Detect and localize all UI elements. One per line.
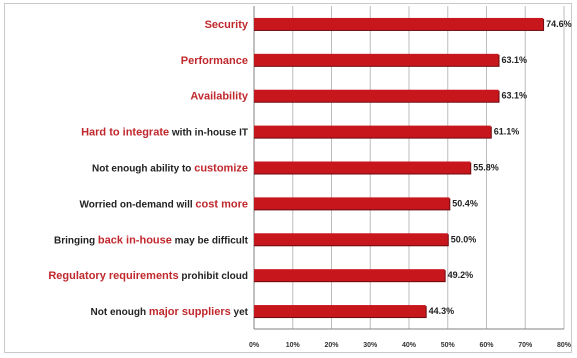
bar [254,233,448,246]
category-label-emphasis: major suppliers [149,306,231,318]
data-label: 50.4% [452,198,478,208]
x-tick-label: 50% [441,342,456,349]
bar [254,269,445,282]
category-label-part: prohibit cloud [179,271,248,282]
category-label: Security [205,19,249,31]
x-tick-label: 20% [324,342,339,349]
category-label: Performance [181,55,248,67]
data-label: 50.0% [451,234,477,244]
data-label: 55.8% [473,163,499,173]
category-label-part: with in-house IT [169,128,248,139]
category-label-emphasis: Availability [190,91,249,103]
category-label: Regulatory requirements prohibit cloud [48,270,248,282]
bar [254,197,450,210]
category-label-emphasis: Security [205,19,249,31]
x-tick-label: 40% [402,342,417,349]
category-label-emphasis: cost more [195,198,248,210]
bar [254,89,499,102]
category-label-emphasis: Performance [181,55,248,67]
category-label-emphasis: Regulatory requirements [48,270,178,282]
x-tick-label: 60% [479,342,494,349]
x-tick-label: 0% [249,342,260,349]
data-label: 63.1% [502,91,528,101]
category-label: Worried on-demand will cost more [79,198,248,210]
data-label: 44.3% [429,306,455,316]
category-label-emphasis: back in-house [98,234,172,246]
category-label-part: may be difficult [172,235,249,246]
category-label-emphasis: Hard to integrate [81,127,169,139]
category-label-emphasis: customize [194,163,248,175]
category-label-part: Bringing [54,235,98,246]
x-tick-label: 30% [363,342,378,349]
data-label: 74.6% [546,19,572,29]
category-label-part: yet [231,307,249,318]
category-label: Availability [190,91,249,103]
x-tick-label: 80% [557,342,572,349]
category-label: Hard to integrate with in-house IT [81,127,248,139]
category-label: Not enough major suppliers yet [91,306,249,318]
bar [254,53,499,66]
bar [254,17,544,30]
data-label: 63.1% [502,55,528,65]
category-label-part: Not enough ability to [92,164,194,175]
data-label: 61.1% [494,127,520,137]
category-label-part: Not enough [91,307,149,318]
bar [254,161,471,174]
x-tick-label: 70% [518,342,533,349]
bar [254,125,491,138]
category-label-part: Worried on-demand will [79,199,195,210]
category-label: Bringing back in-house may be difficult [54,234,249,246]
category-label: Not enough ability to customize [92,163,248,175]
data-label: 49.2% [448,270,474,280]
x-tick-label: 10% [286,342,301,349]
bar [254,305,426,318]
